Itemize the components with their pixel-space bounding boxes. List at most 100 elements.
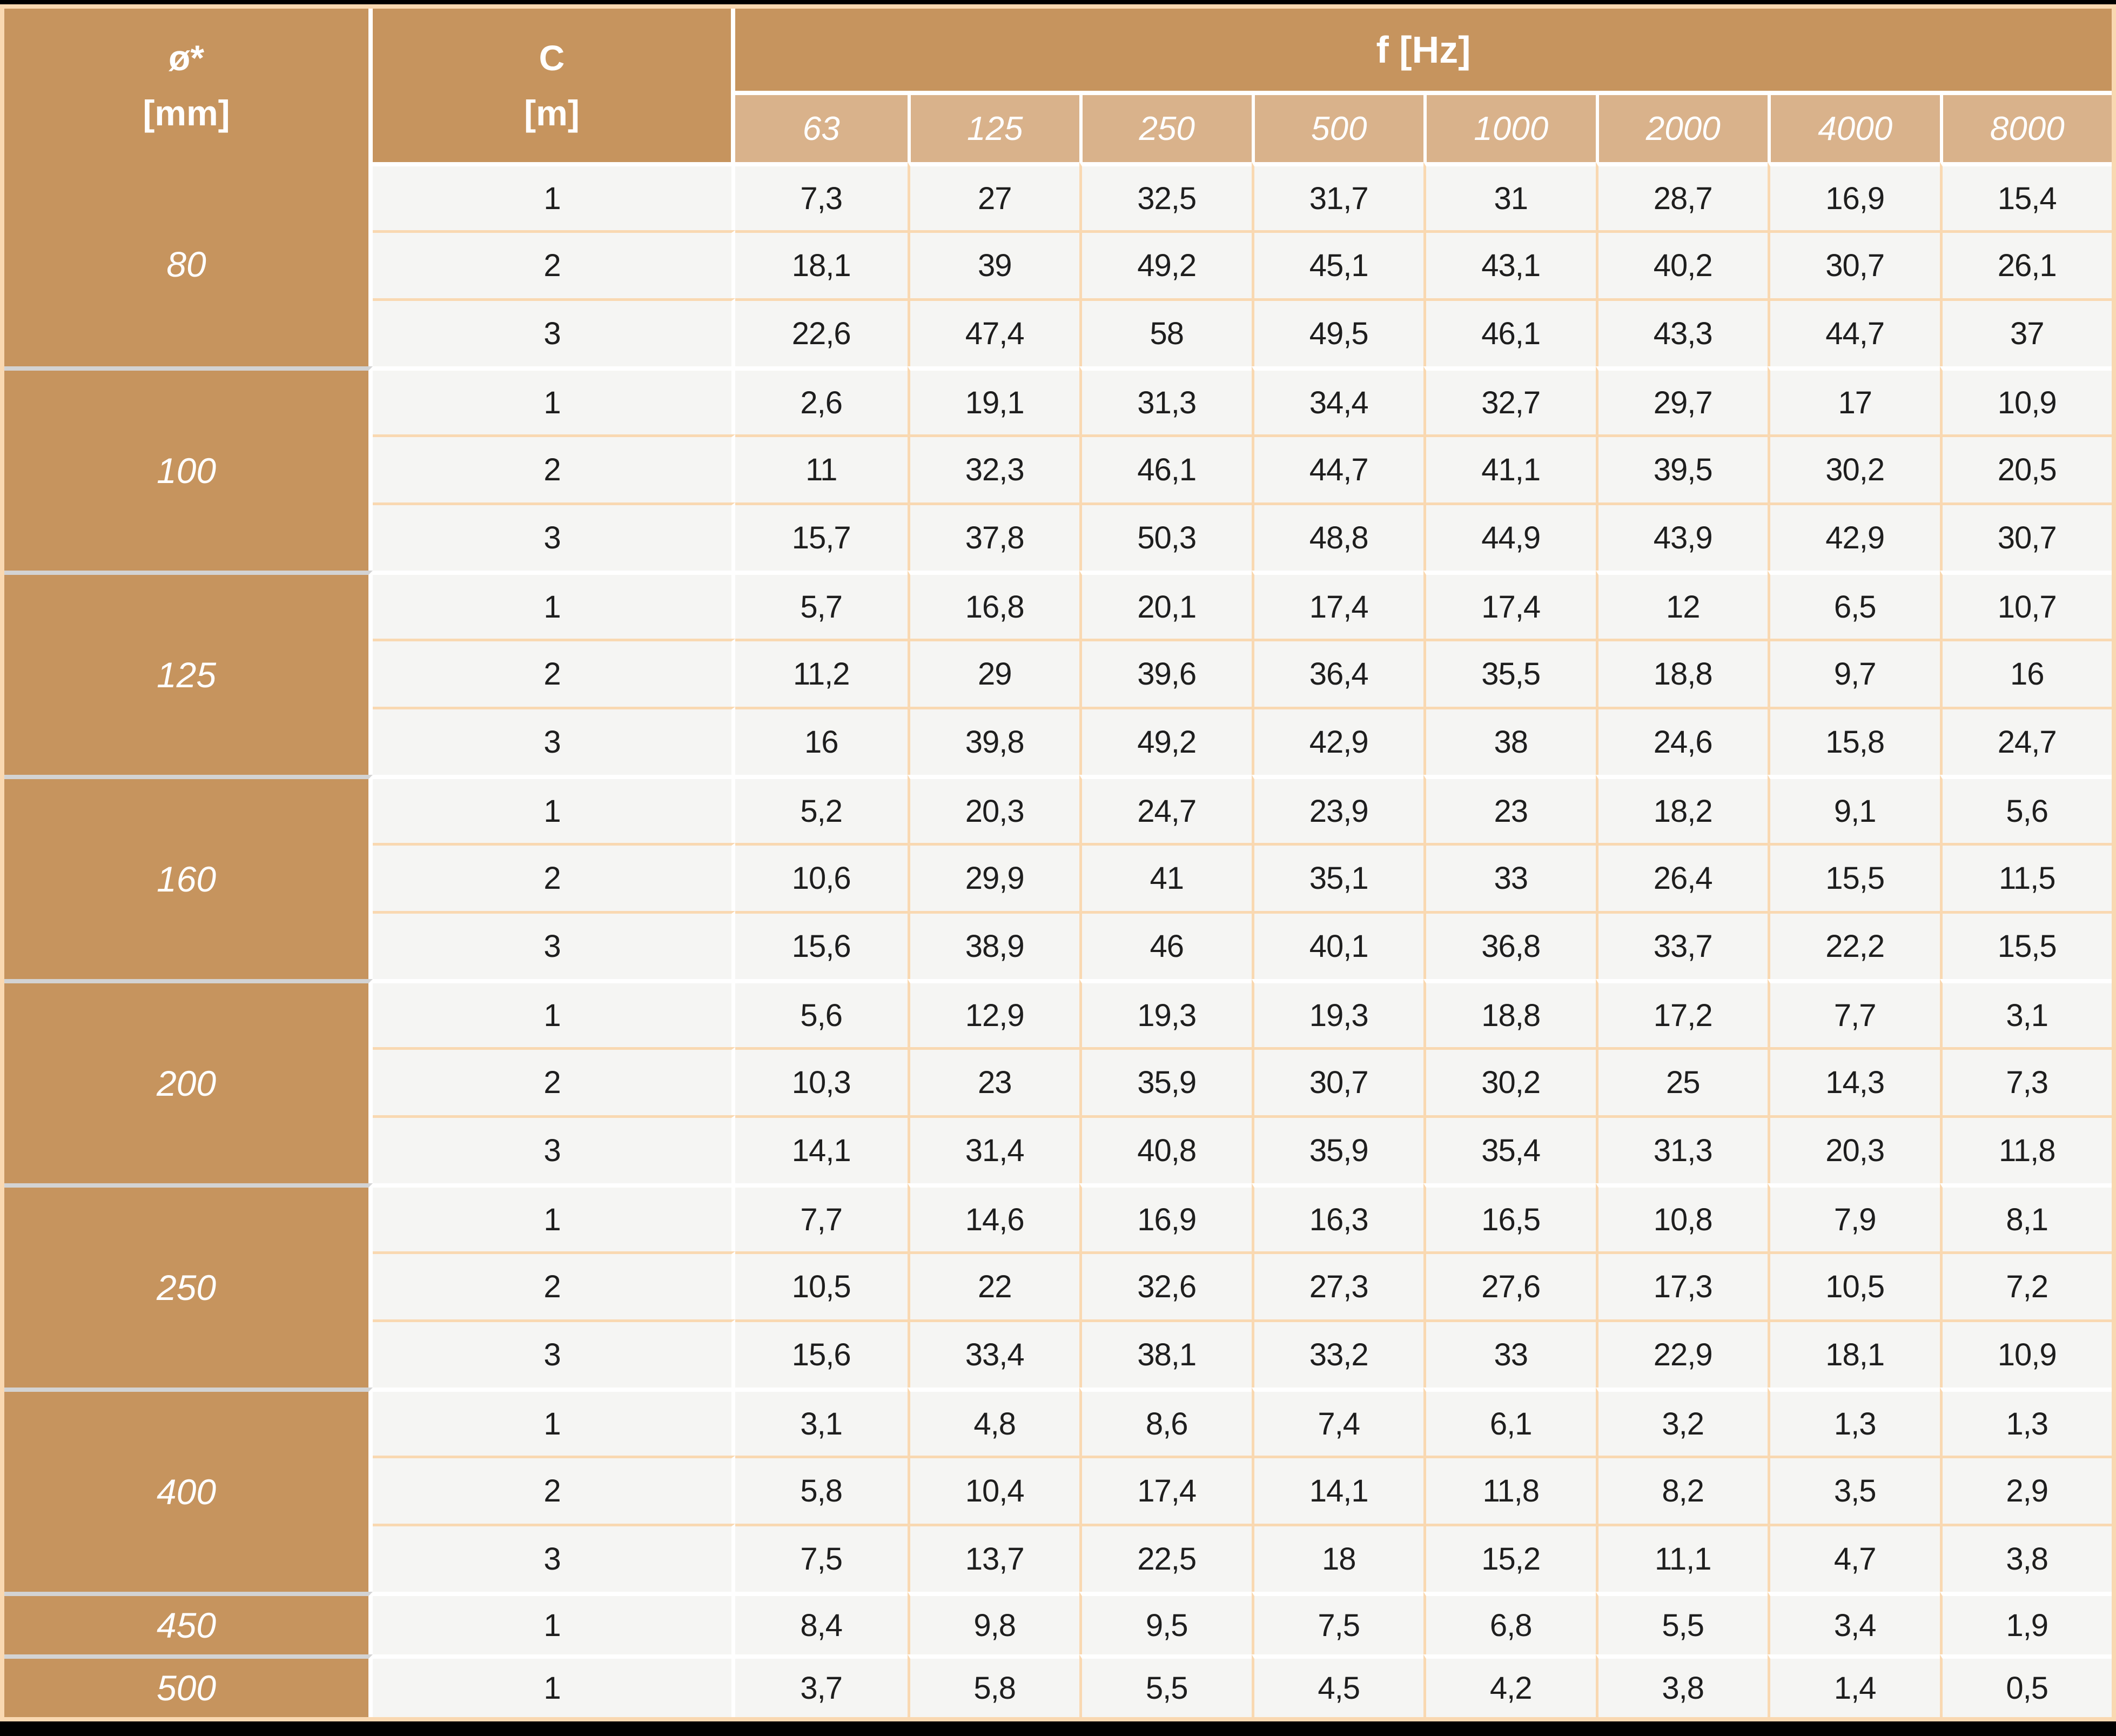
value-cell: 32,5 xyxy=(1079,162,1252,230)
value-cell: 4,2 xyxy=(1423,1654,1596,1717)
value-cell: 31 xyxy=(1423,162,1596,230)
value-cell: 3,1 xyxy=(735,1388,908,1456)
value-cell: 15,2 xyxy=(1423,1524,1596,1592)
value-cell: 47,4 xyxy=(907,298,1079,366)
value-cell: 15,5 xyxy=(1768,843,1940,911)
value-cell: 39 xyxy=(907,230,1079,298)
value-cell: 35,5 xyxy=(1423,639,1596,707)
value-cell: 26,1 xyxy=(1939,230,2112,298)
length-symbol: C xyxy=(539,37,565,78)
value-cell: 27 xyxy=(907,162,1079,230)
value-cell: 20,1 xyxy=(1079,571,1252,639)
value-cell: 3,8 xyxy=(1595,1654,1768,1717)
value-cell: 29 xyxy=(907,639,1079,707)
value-cell: 37 xyxy=(1939,298,2112,366)
value-cell: 22,9 xyxy=(1595,1319,1768,1388)
value-cell: 43,9 xyxy=(1595,502,1768,571)
frequency-header-cell: 8000 xyxy=(1939,91,2112,162)
value-cell: 39,8 xyxy=(907,707,1079,775)
value-cell: 5,8 xyxy=(907,1654,1079,1717)
value-cell: 10,7 xyxy=(1939,571,2112,639)
value-cell: 1,3 xyxy=(1939,1388,2112,1456)
value-cell: 23,9 xyxy=(1251,775,1423,843)
value-cell: 29,7 xyxy=(1595,366,1768,434)
value-cell: 29,9 xyxy=(907,843,1079,911)
length-cell: 1 xyxy=(373,775,735,843)
value-cell: 32,3 xyxy=(907,434,1079,502)
length-cell: 3 xyxy=(373,911,735,979)
value-cell: 8,4 xyxy=(735,1592,908,1654)
frequency-header-cell: 125 xyxy=(907,91,1079,162)
value-cell: 30,7 xyxy=(1251,1047,1423,1115)
value-cell: 40,8 xyxy=(1079,1115,1252,1183)
value-cell: 10,5 xyxy=(735,1251,908,1319)
value-cell: 39,5 xyxy=(1595,434,1768,502)
value-cell: 16,8 xyxy=(907,571,1079,639)
value-cell: 17 xyxy=(1768,366,1940,434)
frequency-header-cell: 1000 xyxy=(1423,91,1596,162)
value-cell: 45,1 xyxy=(1251,230,1423,298)
value-cell: 5,2 xyxy=(735,775,908,843)
value-cell: 33,2 xyxy=(1251,1319,1423,1388)
value-cell: 20,3 xyxy=(907,775,1079,843)
table-row: 80 1 7,3 27 32,5 31,7 31 28,7 16,9 15,4 xyxy=(4,162,2112,366)
value-cell: 8,1 xyxy=(1939,1183,2112,1251)
value-cell: 41 xyxy=(1079,843,1252,911)
frequency-header-cell: 500 xyxy=(1251,91,1423,162)
value-cell: 38,1 xyxy=(1079,1319,1252,1388)
value-cell: 5,6 xyxy=(1939,775,2112,843)
value-cell: 6,1 xyxy=(1423,1388,1596,1456)
value-cell: 5,5 xyxy=(1079,1654,1252,1717)
diameter-cell: 80 xyxy=(4,162,373,366)
value-cell: 17,3 xyxy=(1595,1251,1768,1319)
length-cell: 2 xyxy=(373,1251,735,1319)
value-cell: 22 xyxy=(907,1251,1079,1319)
value-cell: 23 xyxy=(1423,775,1596,843)
length-cell: 3 xyxy=(373,707,735,775)
length-cell: 3 xyxy=(373,1524,735,1592)
value-cell: 35,1 xyxy=(1251,843,1423,911)
value-cell: 27,6 xyxy=(1423,1251,1596,1319)
value-cell: 11,2 xyxy=(735,639,908,707)
value-cell: 11,8 xyxy=(1423,1456,1596,1524)
value-cell: 18 xyxy=(1251,1524,1423,1592)
value-cell: 3,1 xyxy=(1939,979,2112,1047)
value-cell: 9,8 xyxy=(907,1592,1079,1654)
value-cell: 16,5 xyxy=(1423,1183,1596,1251)
length-cell: 1 xyxy=(373,162,735,230)
value-cell: 22,6 xyxy=(735,298,908,366)
value-cell: 5,6 xyxy=(735,979,908,1047)
value-cell: 44,7 xyxy=(1768,298,1940,366)
length-column-header: C [m] xyxy=(373,9,735,162)
length-cell: 1 xyxy=(373,366,735,434)
length-cell: 2 xyxy=(373,639,735,707)
length-cell: 3 xyxy=(373,298,735,366)
diameter-cell: 400 xyxy=(4,1388,373,1592)
table-row: 200 1 5,6 12,9 19,3 19,3 18,8 17,2 7,7 3,1 xyxy=(4,979,2112,1183)
value-cell: 19,1 xyxy=(907,366,1079,434)
length-cell: 3 xyxy=(373,1319,735,1388)
value-cell: 31,3 xyxy=(1595,1115,1768,1183)
length-cell: 1 xyxy=(373,1388,735,1456)
value-cell: 49,2 xyxy=(1079,230,1252,298)
value-cell: 44,9 xyxy=(1423,502,1596,571)
table-row: 2 5,8 10,4 17,4 14,1 11,8 8,2 3,5 2,9 xyxy=(4,1456,2112,1524)
value-cell: 22,5 xyxy=(1079,1524,1252,1592)
value-cell: 4,7 xyxy=(1768,1524,1940,1592)
value-cell: 19,3 xyxy=(1079,979,1252,1047)
value-cell: 23 xyxy=(907,1047,1079,1115)
value-cell: 37,8 xyxy=(907,502,1079,571)
value-cell: 11,5 xyxy=(1939,843,2112,911)
value-cell: 5,7 xyxy=(735,571,908,639)
value-cell: 38 xyxy=(1423,707,1596,775)
table-row: 2 10,3 23 35,9 30,7 30,2 25 14,3 7,3 xyxy=(4,1047,2112,1115)
frequency-header-cell: 63 xyxy=(735,91,908,162)
value-cell: 13,7 xyxy=(907,1524,1079,1592)
value-cell: 33,4 xyxy=(907,1319,1079,1388)
table-row: 3 15,6 33,4 38,1 33,2 33 22,9 18,1 10,9 xyxy=(4,1319,2112,1388)
value-cell: 3,7 xyxy=(735,1654,908,1717)
value-cell: 24,7 xyxy=(1079,775,1252,843)
value-cell: 7,5 xyxy=(735,1524,908,1592)
table-row: 160 1 5,2 20,3 24,7 23,9 23 18,2 9,1 5,6 xyxy=(4,775,2112,979)
value-cell: 30,2 xyxy=(1423,1047,1596,1115)
